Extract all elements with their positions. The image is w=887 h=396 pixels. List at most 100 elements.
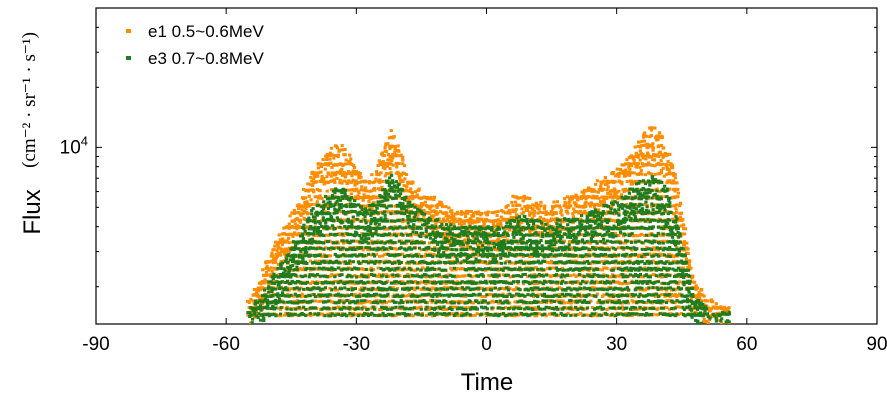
data-point (312, 190, 316, 194)
data-point (311, 232, 316, 236)
data-point (299, 274, 303, 278)
data-point (416, 262, 420, 266)
data-point (401, 158, 405, 162)
data-point (359, 175, 363, 179)
data-point (422, 209, 426, 213)
data-point (645, 154, 649, 158)
data-point (269, 273, 273, 277)
data-point (714, 312, 718, 316)
data-point (644, 157, 648, 161)
data-point (278, 312, 283, 316)
data-point (311, 207, 315, 211)
data-point (330, 312, 334, 316)
data-point (655, 134, 659, 138)
data-point (499, 215, 504, 219)
data-point (305, 188, 309, 192)
data-point (348, 266, 352, 270)
data-point (661, 239, 665, 243)
data-point (257, 312, 261, 316)
data-point (655, 187, 659, 191)
data-point (417, 211, 421, 215)
data-point (303, 200, 307, 204)
data-point (327, 306, 331, 310)
data-point (683, 232, 687, 236)
data-point (282, 239, 286, 243)
data-point (260, 286, 265, 290)
data-point (258, 288, 263, 292)
data-point (294, 260, 298, 264)
data-point (663, 195, 667, 199)
data-point (281, 291, 285, 295)
data-point (318, 221, 322, 225)
data-point (411, 314, 415, 318)
data-point (526, 217, 531, 221)
data-point (593, 203, 598, 207)
data-point (506, 218, 510, 222)
data-point (424, 275, 428, 279)
data-point (555, 200, 559, 204)
data-point (567, 206, 571, 210)
data-point (389, 154, 393, 158)
data-point (653, 286, 657, 290)
data-point (557, 286, 561, 290)
data-point (533, 234, 537, 238)
data-point (291, 234, 295, 238)
data-point (429, 299, 433, 303)
data-point (331, 189, 335, 193)
data-point (351, 294, 355, 298)
data-point (499, 223, 503, 227)
data-point (570, 294, 575, 298)
data-point (389, 162, 393, 166)
data-point (455, 261, 459, 265)
data-point (278, 238, 282, 242)
data-point (455, 267, 459, 271)
data-point (452, 248, 456, 252)
data-point (300, 268, 305, 272)
data-point (322, 200, 326, 204)
data-point (467, 312, 471, 316)
data-point (482, 219, 486, 223)
data-point (539, 200, 543, 204)
data-point (640, 139, 644, 143)
data-point (480, 246, 484, 250)
data-point (558, 292, 562, 296)
data-point (401, 162, 405, 166)
data-point (281, 240, 285, 244)
data-point (493, 248, 497, 252)
data-point (442, 239, 446, 243)
data-point (659, 159, 663, 163)
data-point (487, 293, 491, 297)
data-point (364, 254, 368, 258)
data-point (321, 211, 326, 215)
data-point (428, 247, 433, 251)
data-point (553, 217, 557, 221)
data-point (292, 208, 297, 212)
data-point (686, 266, 690, 270)
data-point (600, 217, 604, 221)
data-point (320, 260, 324, 264)
data-point (290, 301, 294, 305)
data-point (605, 254, 609, 258)
data-point (646, 153, 650, 157)
data-point (584, 254, 588, 258)
data-point (475, 228, 479, 232)
data-point (641, 143, 645, 147)
data-point (432, 195, 437, 199)
data-point (535, 314, 539, 318)
data-point (434, 222, 438, 226)
data-point (332, 173, 337, 177)
data-point (457, 313, 461, 317)
data-point (287, 226, 291, 230)
data-point (273, 298, 277, 302)
data-point (664, 226, 668, 230)
data-point (501, 217, 505, 221)
data-point (357, 191, 361, 195)
data-point (302, 254, 306, 258)
data-point (367, 273, 372, 277)
data-point (610, 204, 614, 208)
data-point (488, 259, 492, 263)
data-point (591, 217, 596, 221)
data-point (641, 275, 645, 279)
data-point (453, 305, 458, 309)
data-point (307, 275, 311, 279)
